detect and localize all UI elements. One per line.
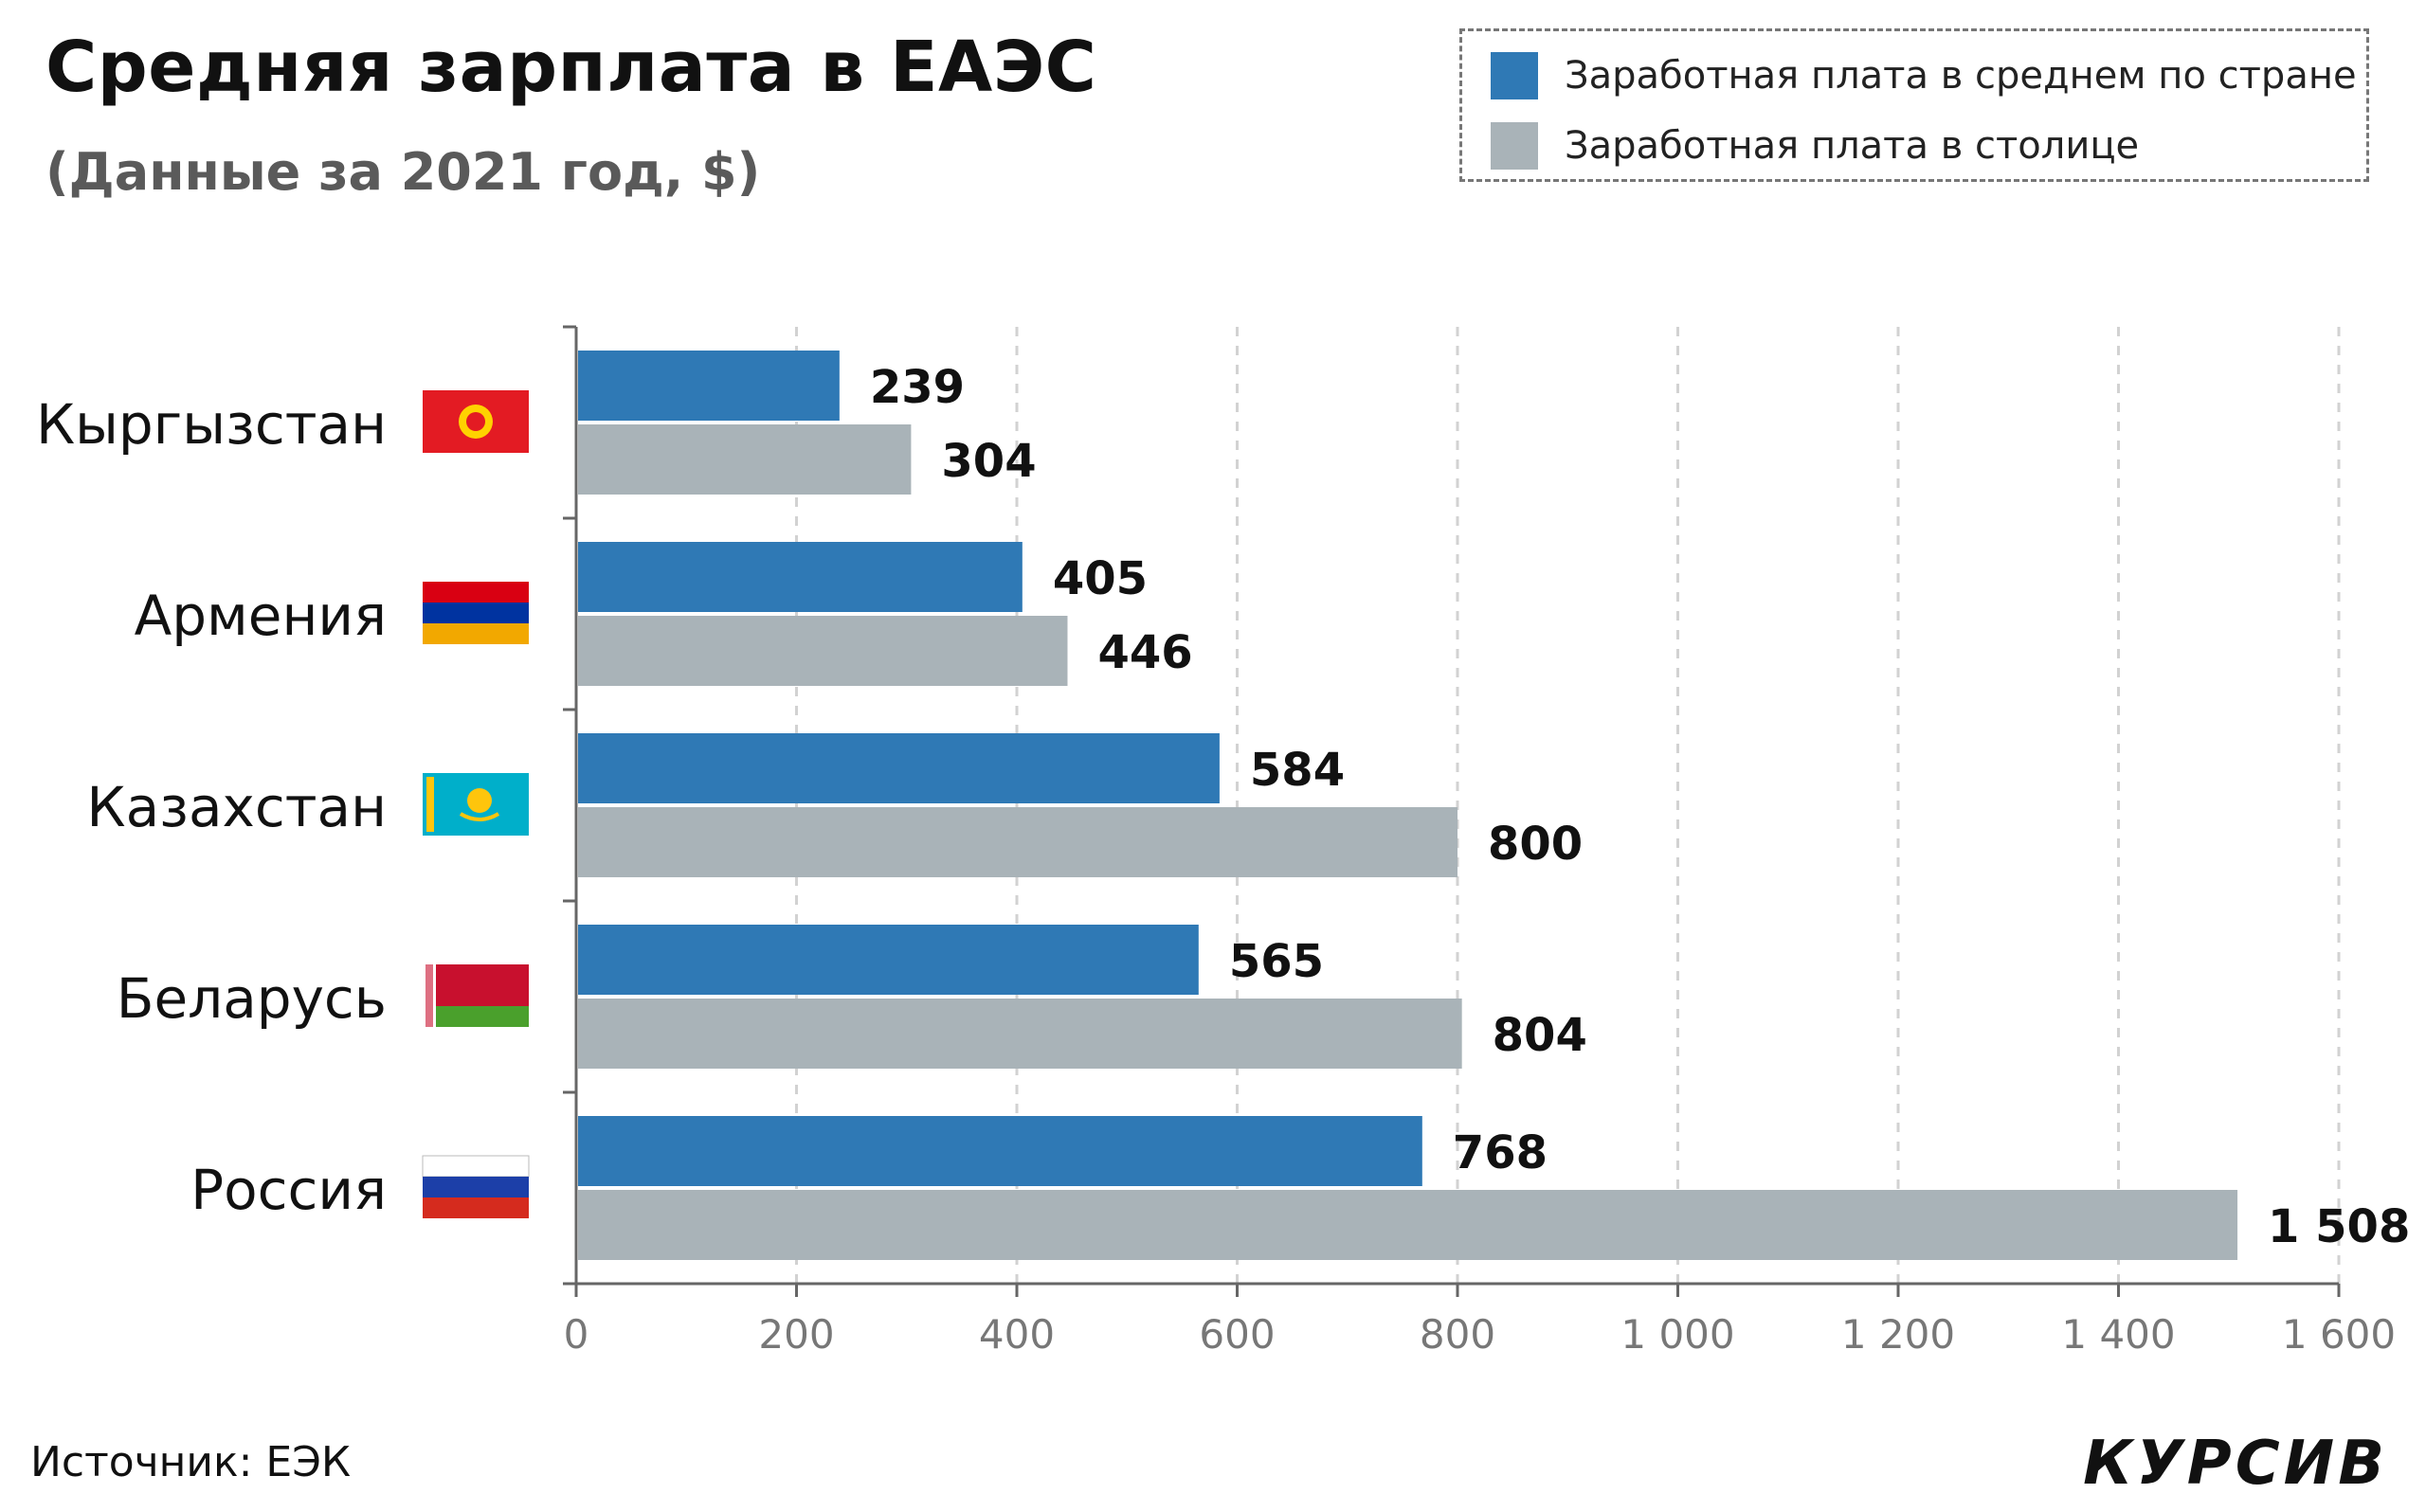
category-label-1: Армения xyxy=(135,584,387,648)
legend-item-capital: Заработная плата в столице xyxy=(1491,122,2139,170)
kazakhstan-flag-sun xyxy=(467,788,492,813)
chart-title: Средняя зарплата в ЕАЭС xyxy=(45,27,1097,108)
value-label-country-4: 768 xyxy=(1453,1126,1548,1179)
bar-country-4 xyxy=(578,1116,1422,1186)
legend-label-country-average: Заработная плата в среднем по стране xyxy=(1565,54,2357,98)
value-label-country-3: 565 xyxy=(1229,935,1324,988)
belarus-flag-ornament xyxy=(425,964,433,1027)
x-tick-label-1600: 1 600 xyxy=(2282,1311,2396,1358)
x-tick-label-400: 400 xyxy=(979,1311,1055,1358)
belarus-flag-green xyxy=(423,1006,529,1027)
russia-flag xyxy=(422,1155,530,1178)
x-tick-label-200: 200 xyxy=(758,1311,834,1358)
legend-swatch-capital xyxy=(1491,122,1538,170)
bar-capital-4 xyxy=(578,1190,2238,1260)
bar-country-0 xyxy=(578,351,840,421)
kursiv-logo: КУРСИВ xyxy=(2083,1429,2388,1499)
value-label-capital-2: 800 xyxy=(1488,818,1583,871)
value-label-capital-4: 1 508 xyxy=(2268,1200,2410,1253)
category-label-2: Казахстан xyxy=(86,775,387,839)
russia-flag-blue xyxy=(423,1177,529,1197)
value-label-country-0: 239 xyxy=(870,361,965,414)
kazakhstan-flag-ornament xyxy=(426,777,434,832)
armenia-flag-blue xyxy=(423,603,529,623)
x-tick-label-1400: 1 400 xyxy=(2061,1311,2175,1358)
bar-country-3 xyxy=(578,925,1199,995)
value-label-country-2: 584 xyxy=(1250,744,1345,797)
value-label-country-1: 405 xyxy=(1053,552,1148,605)
legend-item-country-average: Заработная плата в среднем по стране xyxy=(1491,52,2357,99)
kazakhstan-flag-eagle xyxy=(459,812,500,821)
category-label-4: Россия xyxy=(190,1158,387,1222)
x-tick-label-600: 600 xyxy=(1199,1311,1275,1358)
bar-capital-0 xyxy=(578,424,912,495)
chart-subtitle: (Данные за 2021 год, $) xyxy=(45,142,761,202)
source-note: Источник: ЕЭК xyxy=(30,1438,352,1486)
bar-capital-3 xyxy=(578,999,1462,1069)
bar-country-1 xyxy=(578,542,1023,612)
value-label-capital-3: 804 xyxy=(1493,1009,1587,1062)
bar-country-2 xyxy=(578,733,1220,803)
belarus-flag xyxy=(423,964,529,1006)
x-tick-label-800: 800 xyxy=(1420,1311,1495,1358)
bar-capital-2 xyxy=(578,807,1457,877)
category-label-0: Кыргызстан xyxy=(36,392,387,457)
x-tick-label-0: 0 xyxy=(564,1311,589,1358)
legend-swatch-country-average xyxy=(1491,52,1538,99)
legend: Заработная плата в среднем по стране Зар… xyxy=(1459,28,2369,182)
armenia-flag-orange xyxy=(423,623,529,644)
legend-label-capital: Заработная плата в столице xyxy=(1565,124,2140,168)
armenia-flag xyxy=(423,582,529,603)
value-label-capital-1: 446 xyxy=(1097,626,1192,679)
value-label-capital-0: 304 xyxy=(941,435,1036,488)
x-tick-label-1000: 1 000 xyxy=(1620,1311,1734,1358)
x-tick-label-1200: 1 200 xyxy=(1841,1311,1955,1358)
kyrgyzstan-flag-tunduk xyxy=(466,412,485,431)
bar-capital-1 xyxy=(578,616,1068,686)
category-label-3: Беларусь xyxy=(117,966,387,1031)
russia-flag-red xyxy=(423,1197,529,1218)
